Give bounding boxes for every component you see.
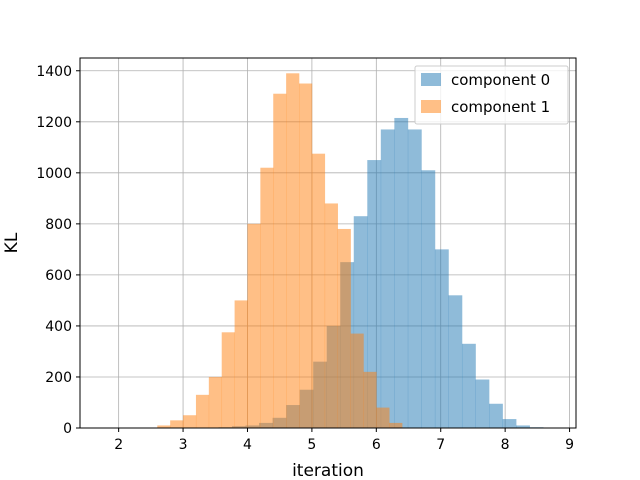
histogram-bar bbox=[448, 295, 463, 428]
histogram-bar bbox=[421, 170, 436, 428]
legend: component 0 component 1 bbox=[414, 65, 569, 125]
histogram-bar bbox=[461, 343, 476, 428]
histogram-bar bbox=[208, 376, 223, 428]
histogram-bar bbox=[489, 403, 503, 428]
x-tick-label: 6 bbox=[372, 437, 381, 453]
plot-frame bbox=[79, 57, 577, 429]
histogram-bar bbox=[350, 333, 364, 428]
histogram-bar bbox=[324, 203, 338, 428]
series-component-1 bbox=[157, 73, 403, 429]
y-axis-ticks: 0 200 400 600 800 1000 1200 1400 bbox=[36, 64, 80, 437]
histogram-bar bbox=[195, 394, 210, 428]
histogram-bar bbox=[407, 129, 422, 428]
histogram-bar bbox=[475, 379, 490, 428]
x-tick-label: 5 bbox=[307, 437, 316, 453]
histogram-bar bbox=[273, 93, 287, 429]
y-tick-label: 0 bbox=[63, 421, 72, 437]
legend-swatch-component-0 bbox=[421, 73, 441, 86]
x-tick-label: 7 bbox=[436, 437, 445, 453]
y-tick-label: 1400 bbox=[36, 64, 72, 80]
histogram-bar bbox=[234, 300, 248, 428]
histogram-bar bbox=[376, 407, 390, 428]
histogram-bar bbox=[434, 249, 449, 428]
legend-swatch-component-1 bbox=[421, 100, 441, 113]
histogram-bar bbox=[286, 73, 300, 428]
y-tick-label: 1000 bbox=[36, 166, 72, 182]
histogram-bar bbox=[363, 371, 377, 428]
histogram-bar bbox=[311, 153, 326, 429]
histogram-bar bbox=[221, 332, 235, 428]
histogram-bar bbox=[183, 415, 197, 428]
x-tick-label: 3 bbox=[179, 437, 188, 453]
y-axis-label: KL bbox=[2, 232, 22, 253]
histogram-bar bbox=[299, 83, 313, 428]
y-tick-label: 200 bbox=[45, 370, 72, 386]
y-tick-label: 1200 bbox=[36, 115, 72, 131]
histogram-bar bbox=[337, 228, 351, 428]
x-tick-label: 2 bbox=[114, 437, 123, 453]
y-tick-label: 800 bbox=[45, 217, 72, 233]
x-axis-label: iteration bbox=[292, 461, 364, 480]
histogram-bar bbox=[394, 117, 409, 428]
histogram-bar bbox=[157, 425, 171, 428]
x-tick-label: 4 bbox=[243, 437, 252, 453]
histogram-bar bbox=[502, 419, 517, 428]
histogram-bar bbox=[170, 420, 184, 428]
histogram-bar bbox=[367, 160, 382, 428]
histogram-bar bbox=[260, 167, 274, 429]
x-axis-ticks: 2 3 4 5 6 7 8 9 bbox=[114, 428, 574, 453]
legend-label-component-0: component 0 bbox=[451, 71, 550, 89]
histogram-bar bbox=[516, 425, 530, 428]
x-tick-label: 8 bbox=[501, 437, 510, 453]
histogram-bar bbox=[247, 223, 261, 428]
legend-label-component-1: component 1 bbox=[451, 98, 550, 116]
legend-box bbox=[414, 65, 569, 125]
x-tick-label: 9 bbox=[565, 437, 574, 453]
y-tick-label: 400 bbox=[45, 319, 72, 335]
histogram-bar bbox=[389, 422, 403, 428]
y-tick-label: 600 bbox=[45, 268, 72, 284]
histogram-bar bbox=[380, 129, 395, 428]
histogram-bars bbox=[157, 73, 544, 429]
